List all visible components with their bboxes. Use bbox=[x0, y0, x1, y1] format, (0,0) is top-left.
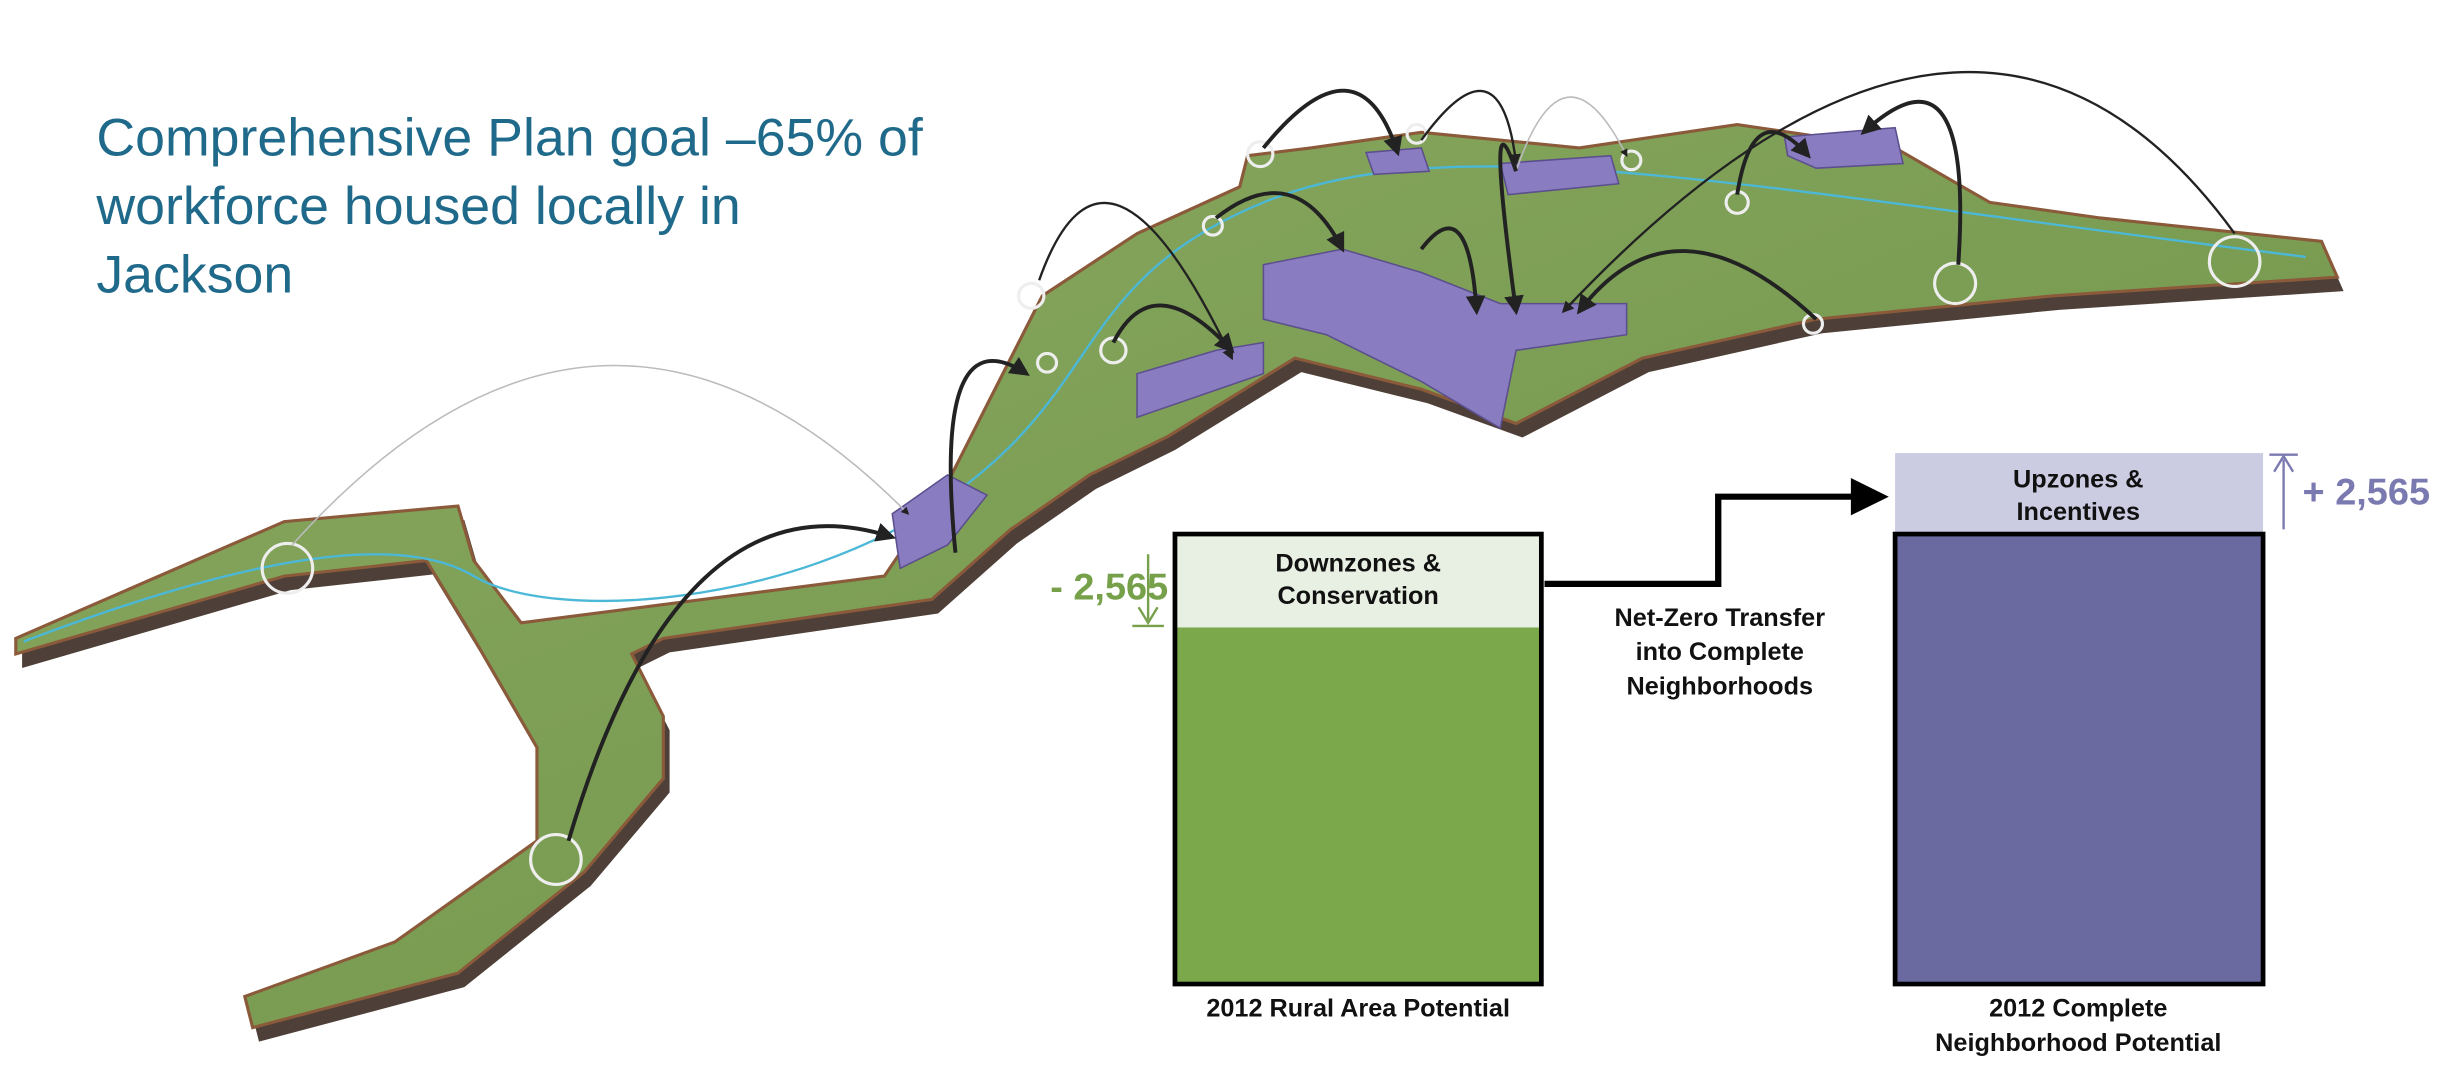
title-line: Jackson bbox=[96, 246, 293, 305]
neighborhood-body bbox=[1895, 534, 2263, 984]
neighborhood-box: Upzones & Incentives 2012 Complete Neigh… bbox=[1895, 453, 2430, 1057]
neighborhood-change: + 2,565 bbox=[2303, 471, 2430, 513]
neighborhood-caption: 2012 Complete bbox=[1989, 995, 2167, 1023]
rural-top bbox=[1175, 534, 1541, 627]
neighborhood-top-label: Upzones & bbox=[2013, 466, 2144, 494]
rural-box: Downzones & Conservation 2012 Rural Area… bbox=[1050, 534, 1541, 1023]
rural-top-label: Conservation bbox=[1277, 582, 1438, 610]
transfer-label: into Complete bbox=[1636, 638, 1804, 666]
page: {"title": ["Comprehensive Plan goal \u20… bbox=[0, 0, 2451, 1065]
transfer-label: Neighborhoods bbox=[1627, 673, 1814, 701]
title: Comprehensive Plan goal –65% of workforc… bbox=[95, 109, 923, 305]
transfer-label: Net-Zero Transfer bbox=[1615, 604, 1826, 632]
rural-change: - 2,565 bbox=[1050, 566, 1168, 608]
title-line: workforce housed locally in bbox=[95, 178, 740, 237]
neighborhood-top-label: Incentives bbox=[2017, 498, 2141, 526]
rural-body bbox=[1175, 627, 1541, 984]
title-line: Comprehensive Plan goal –65% of bbox=[96, 109, 923, 168]
neighborhood-caption: Neighborhood Potential bbox=[1935, 1029, 2221, 1057]
transfer-arrow bbox=[1545, 497, 1856, 584]
transfer: Net-Zero Transfer into Complete Neighbor… bbox=[1545, 478, 1889, 700]
rural-caption: 2012 Rural Area Potential bbox=[1206, 995, 1510, 1023]
diagram: Comprehensive Plan goal –65% of workforc… bbox=[0, 0, 2451, 1065]
rural-top-label: Downzones & bbox=[1275, 550, 1441, 578]
